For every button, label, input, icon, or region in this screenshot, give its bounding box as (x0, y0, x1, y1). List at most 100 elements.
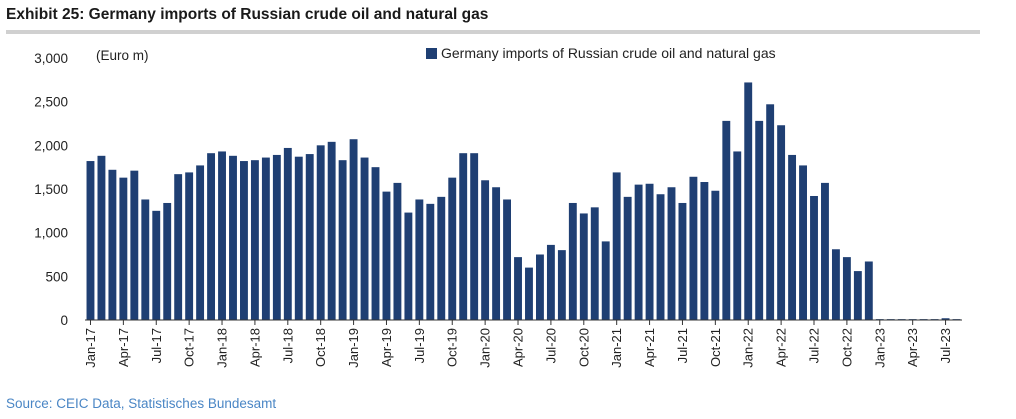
bar (612, 172, 621, 320)
bar (634, 184, 643, 320)
bar (667, 187, 676, 320)
x-tick-label: Oct-21 (708, 328, 723, 367)
bar (448, 177, 457, 320)
bar (853, 271, 862, 320)
bar (305, 154, 314, 320)
bar (459, 153, 468, 320)
bar (842, 257, 851, 320)
title-divider (6, 30, 980, 34)
bar (272, 154, 281, 320)
bar (722, 120, 731, 320)
bar (196, 165, 205, 320)
bar (557, 250, 566, 320)
bar (108, 169, 117, 320)
y-tick-label: 500 (45, 269, 68, 284)
bar (382, 191, 391, 320)
bar (261, 157, 270, 320)
x-tick-label: Jul-22 (807, 328, 822, 363)
bar (810, 195, 818, 320)
bar (590, 207, 599, 320)
bar (689, 176, 698, 320)
x-tick-label: Oct-19 (445, 328, 460, 367)
bar (470, 153, 479, 320)
bar (601, 241, 610, 320)
bar (579, 213, 588, 320)
bar (744, 82, 753, 320)
x-tick-label: Jan-23 (872, 328, 887, 368)
bar (185, 172, 194, 320)
x-tick-label: Apr-19 (379, 328, 394, 367)
x-tick-label: Jan-19 (346, 328, 361, 368)
unit-label: (Euro m) (96, 48, 149, 63)
x-tick-label: Jan-20 (478, 328, 493, 368)
bar (119, 177, 128, 320)
x-tick-label: Oct-22 (839, 328, 854, 367)
bar (656, 194, 665, 320)
source-note: Source: CEIC Data, Statistisches Bundesa… (6, 396, 277, 411)
bar (821, 182, 829, 320)
x-tick-label: Apr-20 (511, 328, 526, 367)
bar (152, 210, 161, 320)
bar (700, 182, 709, 320)
x-tick-label: Jul-19 (412, 328, 427, 363)
y-tick-label: 1,000 (34, 226, 68, 241)
x-tick-label: Apr-23 (905, 328, 920, 367)
bar (645, 183, 654, 320)
bar (766, 104, 775, 320)
bar (426, 203, 435, 320)
bar (338, 160, 347, 320)
x-tick-label: Apr-22 (774, 328, 789, 367)
bar (777, 125, 786, 320)
bar (536, 254, 544, 320)
bar (437, 196, 446, 320)
y-tick-label: 1,500 (34, 182, 68, 197)
bar (207, 153, 216, 320)
bar (546, 244, 555, 320)
bar (788, 154, 797, 320)
bar (283, 147, 292, 320)
bar (623, 196, 632, 320)
bar (514, 257, 522, 320)
bar (141, 199, 150, 320)
legend: Germany imports of Russian crude oil and… (426, 45, 776, 61)
bar (525, 267, 533, 320)
bar (371, 167, 380, 320)
bar (86, 161, 95, 320)
legend-label: Germany imports of Russian crude oil and… (441, 45, 776, 61)
exhibit-title: Exhibit 25: Germany imports of Russian c… (6, 6, 489, 23)
x-tick-label: Apr-17 (116, 328, 131, 367)
bar (831, 249, 840, 320)
x-tick-label: Oct-17 (182, 328, 197, 367)
bar (349, 139, 358, 320)
bar (503, 199, 511, 320)
bar (218, 151, 226, 320)
y-tick-label: 2,500 (34, 95, 68, 110)
bar (415, 199, 424, 320)
x-tick-label: Jan-21 (609, 328, 624, 368)
x-tick-label: Oct-20 (576, 328, 591, 367)
x-tick-label: Jul-17 (149, 328, 164, 363)
bar (755, 120, 764, 320)
bar (492, 187, 501, 320)
bar (316, 145, 325, 320)
bar (799, 165, 807, 320)
bar (240, 161, 248, 320)
bar (97, 155, 106, 320)
bar (393, 182, 402, 320)
bar (327, 141, 336, 320)
x-tick-label: Jan-17 (83, 328, 98, 368)
bar (864, 261, 873, 320)
bar (174, 174, 183, 320)
x-tick-label: Jul-18 (280, 328, 295, 363)
bar (678, 202, 687, 320)
y-tick-label: 2,000 (34, 138, 68, 153)
bar (294, 156, 303, 320)
x-tick-label: Jan-18 (215, 328, 230, 368)
bar (229, 155, 237, 320)
bar (941, 318, 950, 320)
y-tick-label: 3,000 (34, 51, 68, 66)
legend-swatch (426, 47, 437, 59)
bar (163, 202, 172, 320)
bar (130, 170, 139, 320)
y-tick-label: 0 (60, 313, 68, 328)
